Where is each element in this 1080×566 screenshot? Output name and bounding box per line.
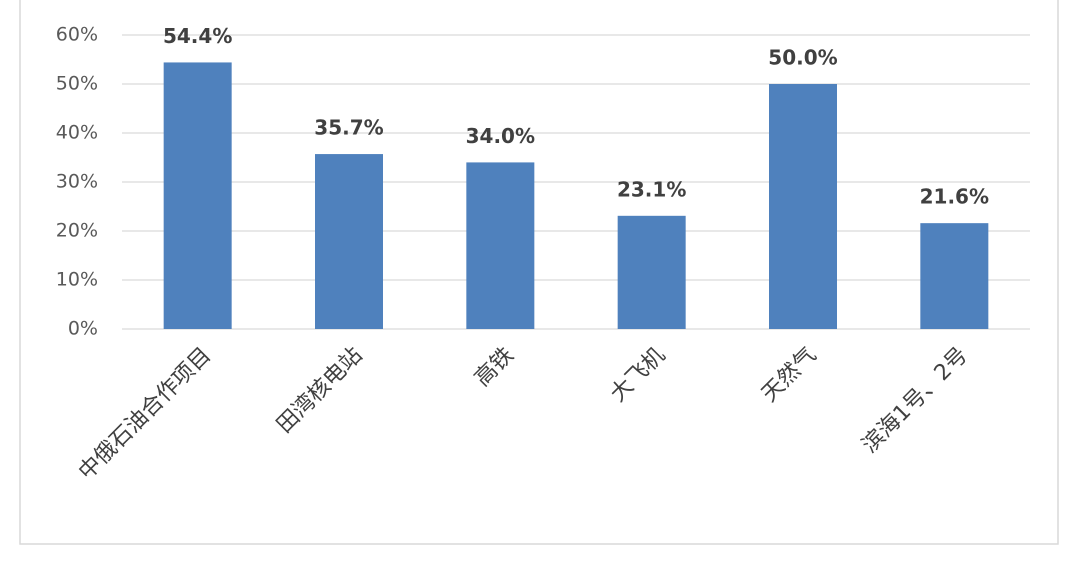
y-tick-label: 20%	[56, 220, 98, 242]
y-tick-label: 30%	[56, 171, 98, 193]
bar	[466, 162, 535, 329]
bar	[769, 84, 837, 329]
bar	[315, 154, 383, 329]
value-label: 50.0%	[768, 46, 837, 70]
y-tick-label: 0%	[68, 318, 98, 340]
value-label: 34.0%	[466, 124, 535, 148]
value-label: 23.1%	[617, 177, 686, 201]
y-tick-label: 60%	[56, 24, 98, 46]
y-tick-label: 50%	[56, 73, 98, 95]
y-tick-label: 10%	[56, 269, 98, 291]
value-label: 54.4%	[163, 24, 232, 48]
y-tick-label: 40%	[56, 122, 98, 144]
value-label: 35.7%	[314, 116, 383, 140]
bar	[617, 215, 686, 329]
bar	[163, 62, 232, 329]
bar	[920, 223, 989, 329]
value-label: 21.6%	[920, 185, 989, 209]
